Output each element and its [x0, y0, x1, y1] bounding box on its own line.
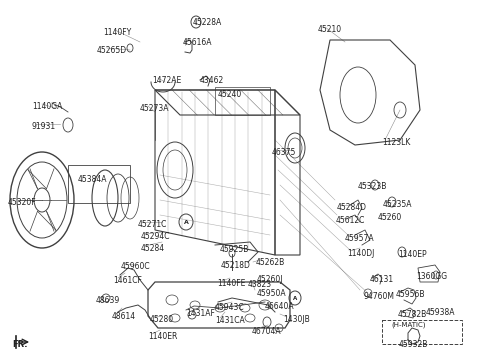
Text: 45260: 45260: [378, 213, 402, 222]
Text: 45210: 45210: [318, 25, 342, 34]
Text: 1430JB: 1430JB: [283, 315, 310, 324]
Text: 1461CF: 1461CF: [113, 276, 142, 285]
Text: 45943C: 45943C: [215, 303, 245, 312]
Text: 45284: 45284: [141, 244, 165, 253]
Text: A: A: [293, 295, 297, 301]
Text: 1123LK: 1123LK: [382, 138, 410, 147]
Text: 43823: 43823: [248, 280, 272, 289]
Text: 91931: 91931: [32, 122, 56, 131]
Text: 1360GG: 1360GG: [416, 272, 447, 281]
Text: 1140DJ: 1140DJ: [347, 249, 374, 258]
Text: 46375: 46375: [272, 148, 296, 157]
Text: 45273A: 45273A: [140, 104, 169, 113]
Text: 1431CA: 1431CA: [215, 316, 245, 325]
Text: 46640A: 46640A: [265, 302, 295, 311]
Text: 1140ER: 1140ER: [148, 332, 178, 341]
Text: 45262B: 45262B: [256, 258, 285, 267]
Text: 1140GA: 1140GA: [32, 102, 62, 111]
Text: 45235A: 45235A: [383, 200, 412, 209]
Text: 1140FE: 1140FE: [217, 279, 245, 288]
Text: 45960C: 45960C: [121, 262, 151, 271]
Text: 45240: 45240: [218, 90, 242, 99]
Text: 45956B: 45956B: [396, 290, 425, 299]
Text: FR.: FR.: [12, 340, 27, 349]
Text: 45284D: 45284D: [337, 203, 367, 212]
Text: 45616A: 45616A: [183, 38, 213, 47]
Text: 45294C: 45294C: [141, 232, 170, 241]
Text: 45260J: 45260J: [257, 275, 284, 284]
Text: 45925B: 45925B: [220, 245, 250, 254]
Text: 45280: 45280: [150, 315, 174, 324]
Text: 45957A: 45957A: [345, 234, 374, 243]
Text: 45932B: 45932B: [399, 340, 428, 349]
Text: 45218D: 45218D: [221, 261, 251, 270]
Text: 45384A: 45384A: [78, 175, 108, 184]
Text: 45323B: 45323B: [358, 182, 387, 191]
Text: 94760M: 94760M: [363, 292, 394, 301]
Text: 1472AE: 1472AE: [152, 76, 181, 85]
Text: 45271C: 45271C: [138, 220, 168, 229]
Text: 46704A: 46704A: [252, 327, 282, 336]
Text: 45950A: 45950A: [257, 289, 287, 298]
Text: A: A: [183, 219, 189, 224]
Text: 1140EP: 1140EP: [398, 250, 427, 259]
Text: (H-MATIC): (H-MATIC): [391, 322, 425, 329]
Text: 45938A: 45938A: [426, 308, 456, 317]
Text: 1431AF: 1431AF: [186, 309, 215, 318]
Text: 45782B: 45782B: [398, 310, 427, 319]
Text: 48614: 48614: [112, 312, 136, 321]
Text: 45228A: 45228A: [193, 18, 222, 27]
Text: 43462: 43462: [200, 76, 224, 85]
Text: 45265D: 45265D: [97, 46, 127, 55]
Text: 48639: 48639: [96, 296, 120, 305]
Text: 1140FY: 1140FY: [103, 28, 131, 37]
Text: 45320F: 45320F: [8, 198, 36, 207]
Text: 45612C: 45612C: [336, 216, 365, 225]
Text: 46131: 46131: [370, 275, 394, 284]
